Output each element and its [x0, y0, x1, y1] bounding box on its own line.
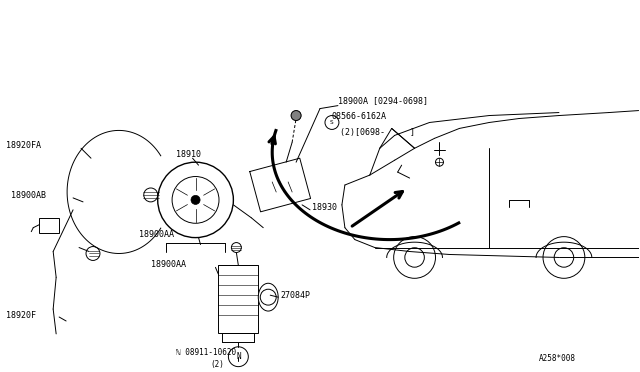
Text: 18920FA: 18920FA: [6, 141, 42, 150]
Bar: [39, 218, 59, 232]
Text: 18930: 18930: [312, 203, 337, 212]
Text: (2)[0698-     ]: (2)[0698- ]: [340, 128, 415, 137]
Text: N: N: [236, 352, 241, 361]
Bar: [218, 265, 259, 333]
Ellipse shape: [259, 283, 278, 311]
Text: 18900AA: 18900AA: [151, 260, 186, 269]
Text: (2): (2): [211, 360, 225, 369]
Text: 27084P: 27084P: [280, 291, 310, 300]
Text: 08566-6162A: 08566-6162A: [332, 112, 387, 121]
Circle shape: [291, 110, 301, 121]
Circle shape: [191, 195, 200, 205]
Text: 18920F: 18920F: [6, 311, 36, 320]
Text: 18900AB: 18900AB: [12, 192, 46, 201]
Text: 18900A [0294-0698]: 18900A [0294-0698]: [338, 96, 428, 105]
Text: ℕ 08911-10620: ℕ 08911-10620: [175, 348, 236, 357]
Text: A258*008: A258*008: [539, 354, 576, 363]
Text: 18910: 18910: [175, 150, 200, 159]
Text: 18900AA: 18900AA: [139, 230, 174, 239]
Text: S: S: [330, 120, 334, 125]
